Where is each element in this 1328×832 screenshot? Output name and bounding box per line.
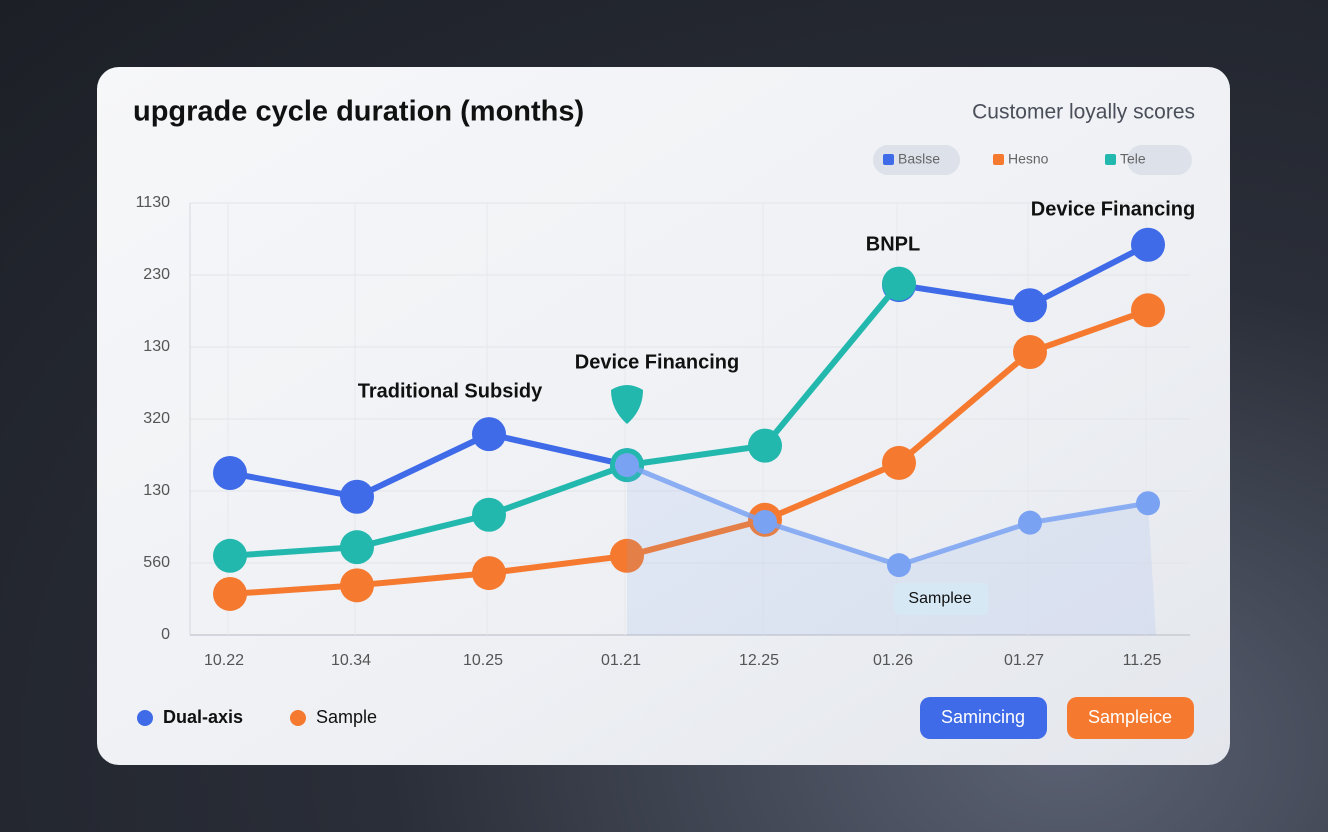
series-line: [229, 431, 628, 500]
chart-title: upgrade cycle duration (months): [133, 96, 584, 128]
legend-pill: [873, 145, 960, 175]
data-point: [213, 456, 247, 490]
legend-label: Dual-axis: [163, 707, 243, 727]
data-point: [1013, 335, 1047, 370]
data-point: [340, 568, 374, 603]
annotation: BNPL: [866, 233, 920, 255]
legend-label: Sample: [316, 707, 377, 727]
y-tick-label: 0: [161, 626, 170, 643]
legend-swatch: [993, 154, 1004, 165]
x-tick-label: 10.22: [204, 652, 244, 669]
data-point: [887, 553, 911, 578]
legend-label: Hesno: [1008, 151, 1049, 167]
annotation: Samplee: [908, 590, 971, 607]
y-tick-label: 560: [143, 554, 170, 571]
x-tick-label: 12.25: [739, 652, 779, 669]
y-tick-label: 130: [143, 482, 170, 499]
data-point: [1018, 510, 1042, 535]
legend-label: Tele: [1120, 151, 1146, 167]
card: [97, 67, 1230, 765]
series-area: [627, 465, 1156, 635]
data-point: [748, 428, 782, 463]
data-point: [472, 417, 506, 452]
button[interactable]: Sampleice: [1067, 697, 1194, 739]
x-tick-label: 11.25: [1123, 652, 1162, 669]
button-label: Samincing: [941, 707, 1025, 727]
data-point: [472, 556, 506, 591]
x-tick-label: 01.26: [873, 652, 913, 669]
data-point: [213, 576, 247, 611]
chart-subtitle: Customer loyally scores: [972, 101, 1195, 124]
legend-swatch: [1105, 154, 1116, 165]
button-bg: [920, 697, 1047, 739]
y-tick-label: 1130: [136, 194, 171, 211]
data-point: [1136, 491, 1160, 516]
x-tick-label: 01.27: [1004, 652, 1044, 669]
data-point: [610, 538, 644, 573]
button[interactable]: Samincing: [920, 697, 1047, 739]
legend-swatch: [883, 154, 894, 165]
data-point: [753, 509, 777, 534]
data-point: [615, 453, 639, 478]
y-tick-label: 130: [143, 338, 170, 355]
data-point: [472, 497, 506, 532]
x-tick-label: 10.25: [463, 652, 503, 669]
data-point: [1131, 293, 1165, 328]
annotation-box: [894, 583, 988, 615]
button-label: Sampleice: [1088, 707, 1172, 727]
legend-dot: [290, 710, 306, 726]
legend-label: Baslse: [898, 151, 940, 167]
legend-pill: [1127, 145, 1192, 175]
y-tick-label: 320: [143, 410, 170, 427]
data-point: [340, 479, 374, 514]
annotation: Traditional Subsidy: [358, 380, 543, 402]
legend-dot: [137, 710, 153, 726]
y-tick-label: 230: [143, 266, 170, 283]
data-point: [882, 266, 916, 301]
annotation: Device Financing: [575, 351, 740, 373]
x-tick-label: 01.21: [601, 652, 641, 669]
button-bg: [1067, 697, 1194, 739]
x-tick-label: 10.34: [331, 652, 371, 669]
data-point: [882, 445, 916, 480]
series-line: [229, 307, 1150, 597]
pin-marker: [611, 385, 643, 424]
data-point: [1013, 288, 1047, 323]
series-line: [229, 281, 902, 559]
annotation: Device Financing: [1031, 198, 1196, 220]
data-point: [1131, 227, 1165, 262]
data-point: [213, 538, 247, 573]
data-point: [340, 530, 374, 565]
